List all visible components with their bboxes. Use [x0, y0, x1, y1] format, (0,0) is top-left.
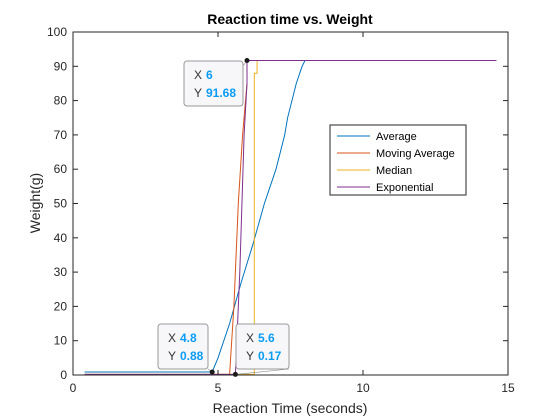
- datatip-x-key: X: [168, 331, 176, 345]
- datatip-3[interactable]: X 5.6 Y 0.17: [232, 323, 290, 377]
- y-tick-label: 40: [54, 231, 68, 245]
- y-tick-label: 10: [54, 334, 68, 348]
- legend-entry-1: Average: [376, 131, 417, 143]
- series-line-1: [84, 60, 497, 373]
- datatip-marker: [209, 369, 215, 375]
- y-tick-label: 20: [54, 299, 68, 313]
- datatip-y-key: Y: [194, 86, 202, 100]
- datatip-marker: [232, 371, 238, 377]
- x-axis-label: Reaction Time (seconds): [213, 400, 368, 416]
- x-tick-label: 15: [501, 381, 515, 395]
- y-tick-label: 60: [54, 162, 68, 176]
- datatip-x-key: X: [194, 68, 202, 82]
- y-tick-label: 80: [54, 94, 68, 108]
- chart-title: Reaction time vs. Weight: [207, 11, 373, 27]
- y-tick-label: 90: [54, 59, 68, 73]
- x-tick-label: 0: [70, 381, 77, 395]
- datatip-x-value: 6: [206, 68, 213, 82]
- axes-layer: 0 5 10 15 0 10 20 30 40 50 60 70 80 90 100: [47, 25, 515, 395]
- legend-entry-4: Exponential: [376, 182, 434, 194]
- y-tick-label: 0: [60, 368, 67, 382]
- legend-entry-3: Median: [376, 165, 412, 177]
- datatip-y-key: Y: [168, 349, 176, 363]
- datatip-box: [157, 323, 209, 370]
- datatip-x-key: X: [246, 331, 254, 345]
- datatip-y-value: 91.68: [206, 86, 236, 100]
- datatip-box: [183, 60, 244, 107]
- legend[interactable]: Average Moving Average Median Exponential: [329, 124, 467, 196]
- datatip-y-value: 0.88: [180, 349, 204, 363]
- datatip-x-value: 4.8: [180, 331, 197, 345]
- datatip-box: [235, 323, 290, 370]
- datatip-1[interactable]: X 6Y 91.68: [183, 58, 250, 107]
- y-tick-label: 50: [54, 197, 68, 211]
- datatip-y-value: 0.17: [258, 349, 282, 363]
- datatip-y-key: Y: [246, 349, 254, 363]
- datatip-marker: [244, 58, 250, 64]
- x-tick-label: 5: [215, 381, 222, 395]
- legend-box: [329, 124, 467, 196]
- y-tick-label: 70: [54, 128, 68, 142]
- y-axis-label: Weight(g): [27, 173, 43, 233]
- datatip-x-value: 5.6: [258, 331, 275, 345]
- plot-area: [73, 32, 508, 375]
- x-tick-label: 10: [356, 381, 370, 395]
- legend-entry-2: Moving Average: [376, 148, 455, 160]
- y-tick-label: 30: [54, 265, 68, 279]
- y-tick-label: 100: [47, 25, 67, 39]
- datatip-leader: [235, 368, 290, 375]
- datatip-2[interactable]: X 4.8 Y 0.88: [157, 323, 215, 375]
- datatips-layer: X 6Y 91.68X 4.8Y 0.88X 5.6Y 0.17: [157, 58, 290, 377]
